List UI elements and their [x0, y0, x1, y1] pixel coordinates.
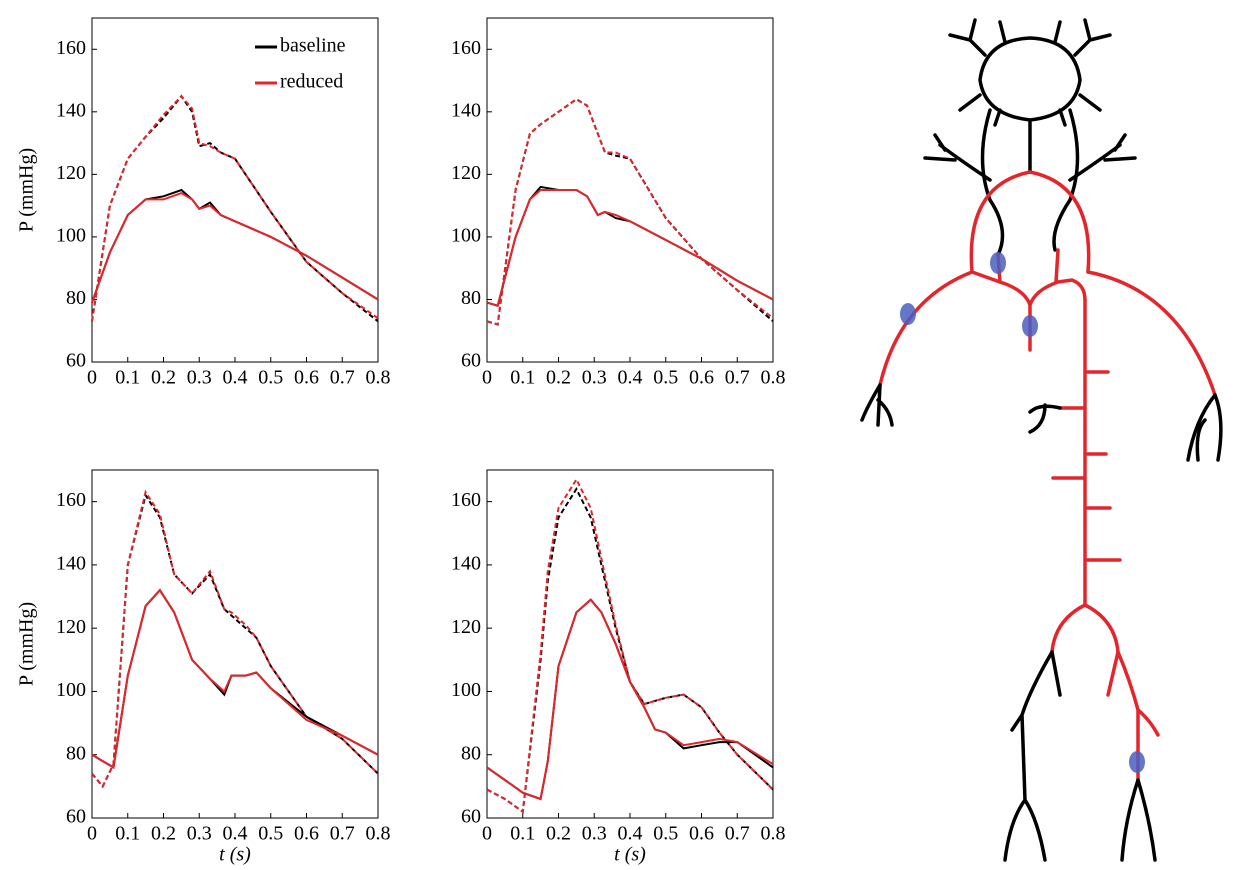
x-tick-label: 0.6: [689, 367, 714, 389]
series-line: [486, 98, 774, 326]
x-tick-label: 0.4: [223, 367, 248, 389]
series-line: [91, 192, 379, 303]
plot-frame: [91, 17, 379, 363]
x-axis-label: t (s): [219, 844, 251, 866]
y-tick-label: 140: [451, 553, 481, 575]
panel: 60 80 100 120 140 160 0 0.1 0.2 0.3 0.4 0.5 0.6 0.7 0.…: [16, 469, 391, 866]
plot-frame: [486, 469, 774, 819]
x-tick-label: 0.2: [546, 367, 571, 389]
series-line: [486, 189, 774, 307]
x-tick-label: 0.3: [187, 367, 212, 389]
y-tick-label: 120: [451, 616, 481, 638]
series-line: [486, 486, 774, 814]
x-tick-label: 0.5: [653, 823, 678, 845]
y-tick-label: 140: [56, 99, 86, 121]
series-line: [486, 185, 774, 307]
y-tick-label: 60: [461, 350, 481, 372]
x-tick-label: 0.3: [187, 823, 212, 845]
y-tick-label: 120: [56, 616, 86, 638]
x-tick-label: 0.8: [366, 367, 391, 389]
y-axis-label: P (mmHg): [16, 602, 38, 686]
arterial-network-diagram: [860, 18, 1223, 862]
panel: 60 80 100 120 140 160 0 0.1 0.2 0.3 0.4 0.5 0.6 0.7 0.…: [16, 17, 391, 389]
x-tick-label: 0.4: [223, 823, 248, 845]
x-tick-label: 0.5: [258, 823, 283, 845]
x-tick-label: 0: [482, 823, 492, 845]
x-tick-label: 0.6: [689, 823, 714, 845]
x-tick-label: 0.7: [330, 367, 355, 389]
y-tick-label: 100: [451, 225, 481, 247]
y-axis-label: P (mmHg): [16, 148, 38, 232]
x-tick-label: 0.1: [115, 823, 140, 845]
y-tick-label: 160: [56, 37, 86, 59]
x-tick-label: 0.6: [294, 823, 319, 845]
series-line: [486, 477, 774, 814]
y-tick-label: 160: [451, 489, 481, 511]
y-tick-label: 120: [56, 162, 86, 184]
series-line: [91, 94, 379, 322]
y-tick-label: 60: [461, 806, 481, 828]
y-tick-label: 60: [66, 350, 86, 372]
x-tick-label: 0.4: [618, 367, 643, 389]
y-tick-label: 80: [66, 287, 86, 309]
series-line: [486, 598, 774, 801]
y-tick-label: 80: [66, 742, 86, 764]
panel: 60 80 100 120 140 160 0 0.1 0.2 0.3 0.4 0.5 0.6 0.7 0.…: [451, 469, 786, 866]
y-tick-label: 60: [66, 806, 86, 828]
y-tick-label: 100: [56, 225, 86, 247]
x-tick-label: 0.5: [258, 367, 283, 389]
x-tick-label: 0.4: [618, 823, 643, 845]
y-tick-label: 120: [451, 162, 481, 184]
x-tick-label: 0: [482, 367, 492, 389]
y-tick-label: 160: [451, 37, 481, 59]
x-tick-label: 0: [87, 367, 97, 389]
series-line: [486, 98, 774, 326]
y-tick-label: 80: [461, 287, 481, 309]
series-line: [91, 489, 379, 789]
x-tick-label: 0.7: [725, 367, 750, 389]
legend-label: reduced: [280, 71, 343, 93]
series-line: [91, 588, 379, 770]
x-tick-label: 0.2: [151, 823, 176, 845]
x-tick-label: 0.8: [761, 823, 786, 845]
x-tick-label: 0.1: [510, 823, 535, 845]
x-tick-label: 0.1: [115, 367, 140, 389]
plot-frame: [486, 17, 774, 363]
series-line: [486, 598, 774, 801]
x-axis-label: t (s): [614, 844, 646, 866]
x-tick-label: 0.1: [510, 367, 535, 389]
x-tick-label: 0.5: [653, 367, 678, 389]
x-tick-label: 0.2: [546, 823, 571, 845]
x-tick-label: 0.7: [330, 823, 355, 845]
x-tick-label: 0.6: [294, 367, 319, 389]
x-tick-label: 0: [87, 823, 97, 845]
y-tick-label: 100: [451, 679, 481, 701]
y-tick-label: 80: [461, 742, 481, 764]
x-tick-label: 0.8: [761, 367, 786, 389]
x-tick-label: 0.3: [582, 823, 607, 845]
x-tick-label: 0.8: [366, 823, 391, 845]
x-tick-label: 0.3: [582, 367, 607, 389]
y-tick-label: 140: [56, 553, 86, 575]
y-tick-label: 160: [56, 489, 86, 511]
legend-label: baseline: [280, 35, 346, 57]
y-tick-label: 140: [451, 99, 481, 121]
y-tick-label: 100: [56, 679, 86, 701]
series-line: [91, 492, 379, 789]
panel: 60 80 100 120 140 160 0 0.1 0.2 0.3 0.4 0.5 0.6 0.7 0.…: [451, 17, 786, 389]
x-tick-label: 0.7: [725, 823, 750, 845]
x-tick-label: 0.2: [151, 367, 176, 389]
